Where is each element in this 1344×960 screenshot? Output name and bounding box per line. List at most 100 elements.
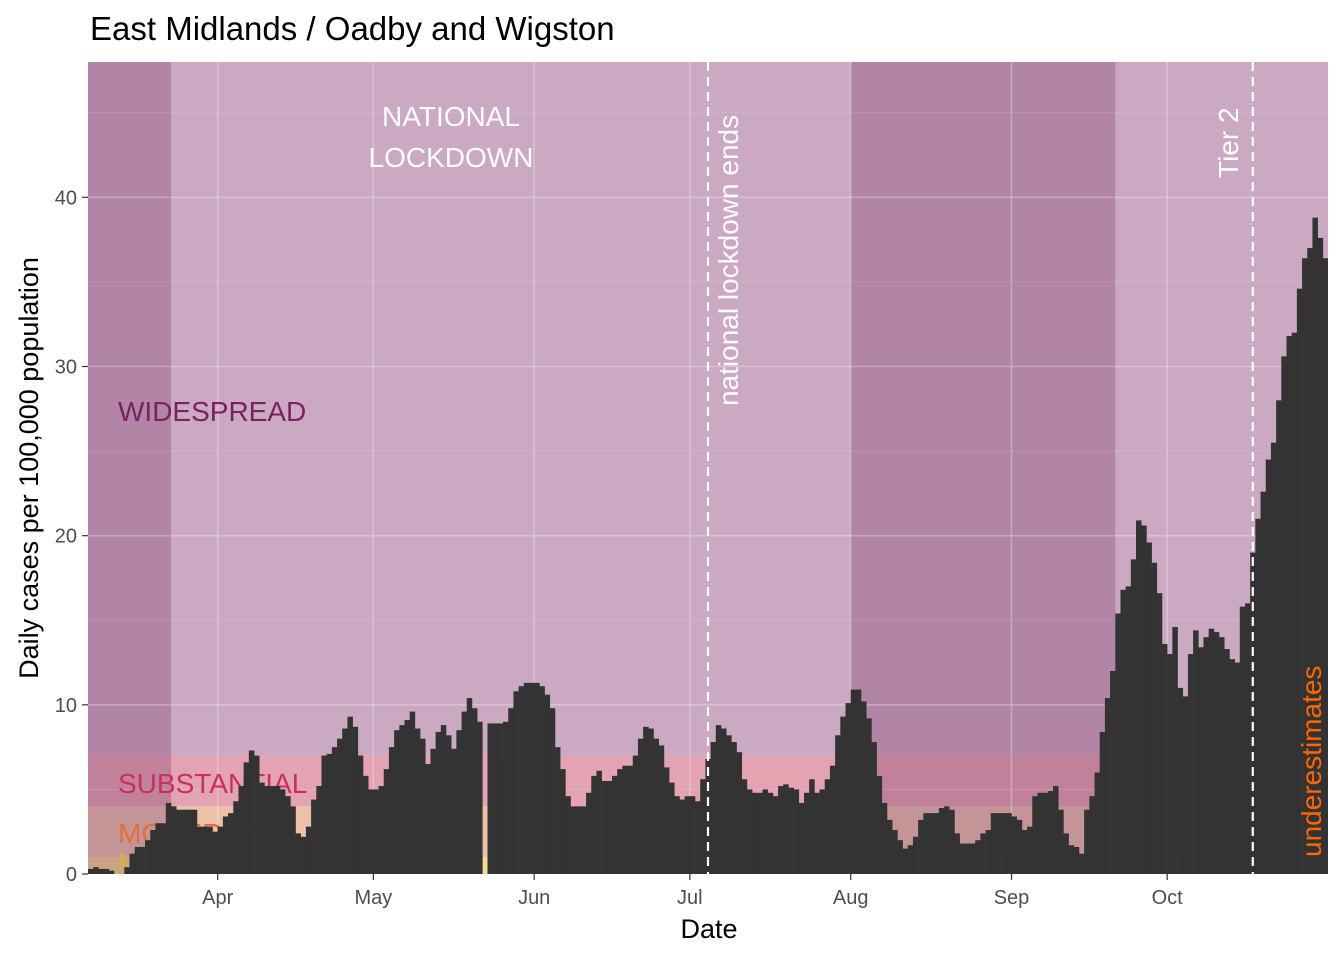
bar xyxy=(445,735,452,874)
bar xyxy=(1219,637,1225,874)
bar xyxy=(897,840,903,874)
bar xyxy=(222,816,229,874)
y-tick-label: 10 xyxy=(55,695,77,717)
bar xyxy=(207,826,213,874)
bar xyxy=(1094,772,1101,874)
bar xyxy=(871,742,877,874)
x-tick-label: Aug xyxy=(833,887,869,909)
bar xyxy=(591,775,597,874)
bar xyxy=(757,792,763,874)
bar xyxy=(1099,731,1106,874)
bar xyxy=(466,698,473,874)
bar xyxy=(933,813,940,874)
bar xyxy=(684,796,691,874)
x-axis: Apr May Jun Jul Aug Sep Oct xyxy=(202,874,1183,909)
bar xyxy=(1286,336,1292,874)
bar xyxy=(176,809,182,874)
bar xyxy=(829,765,836,874)
bar xyxy=(1187,654,1194,874)
bar xyxy=(534,682,540,874)
x-axis-title: Date xyxy=(680,914,737,944)
bar xyxy=(254,755,260,874)
bar xyxy=(1032,796,1038,874)
bar xyxy=(1001,813,1007,874)
bar xyxy=(824,779,831,874)
bar xyxy=(560,769,566,874)
bar xyxy=(331,747,338,874)
bar xyxy=(1213,632,1220,874)
bar xyxy=(316,786,322,874)
bar xyxy=(1234,662,1241,874)
bar xyxy=(752,792,758,874)
bar xyxy=(835,735,841,874)
bar xyxy=(596,770,602,874)
bar xyxy=(881,802,888,874)
bar xyxy=(944,806,950,874)
underestimates-label: underestimates xyxy=(1296,666,1327,857)
bar xyxy=(1084,809,1090,874)
bar xyxy=(554,747,561,874)
bar xyxy=(746,789,753,874)
lockdown-end-label: national lockdown ends xyxy=(713,115,744,406)
bar xyxy=(238,786,244,874)
y-axis-title: Daily cases per 100,000 population xyxy=(14,257,44,679)
bar xyxy=(695,801,701,874)
bar xyxy=(726,735,732,874)
bar xyxy=(643,726,649,874)
bar xyxy=(503,721,509,874)
bar xyxy=(1110,671,1116,874)
bar xyxy=(1312,217,1318,874)
bar xyxy=(788,787,794,874)
event-lines xyxy=(706,62,1254,874)
bar xyxy=(368,789,374,874)
bar xyxy=(1027,826,1033,874)
bar xyxy=(373,789,379,874)
bar xyxy=(165,802,172,874)
bar xyxy=(228,813,234,874)
bar xyxy=(1182,696,1189,874)
bar xyxy=(1016,819,1023,874)
bar xyxy=(274,786,281,874)
bar xyxy=(1120,589,1126,874)
bar xyxy=(279,789,286,874)
y-tick-label: 0 xyxy=(66,864,77,886)
annotations: NATIONAL LOCKDOWN national lockdown ends… xyxy=(369,101,1327,857)
bar xyxy=(715,725,722,874)
bar xyxy=(1291,332,1298,874)
bar xyxy=(539,686,545,874)
bar xyxy=(1136,520,1142,874)
bar xyxy=(300,836,307,874)
bar xyxy=(305,826,312,874)
bar xyxy=(918,819,924,874)
y-tick-label: 30 xyxy=(55,357,77,379)
bar xyxy=(1089,796,1095,874)
bar xyxy=(970,843,976,874)
bar xyxy=(850,689,857,874)
bar xyxy=(689,796,696,874)
bar xyxy=(809,779,815,874)
bar xyxy=(145,840,151,874)
bar xyxy=(471,708,478,874)
bar xyxy=(606,780,613,874)
bar xyxy=(196,826,203,874)
bar xyxy=(342,728,348,874)
bar xyxy=(492,723,499,874)
bar xyxy=(1073,846,1080,874)
bar xyxy=(383,769,390,874)
bar xyxy=(388,747,395,874)
y-tick-label: 40 xyxy=(55,187,77,209)
bar xyxy=(1177,687,1184,874)
bar xyxy=(1125,586,1132,874)
bar xyxy=(669,782,675,874)
bar xyxy=(347,716,353,874)
bar xyxy=(290,806,296,874)
bar xyxy=(129,853,135,874)
bar xyxy=(295,833,302,874)
bar xyxy=(357,755,364,874)
bar xyxy=(440,725,447,874)
bar xyxy=(88,868,94,874)
bar xyxy=(601,780,608,874)
x-tick-label: Oct xyxy=(1152,887,1184,909)
bar xyxy=(435,731,442,874)
